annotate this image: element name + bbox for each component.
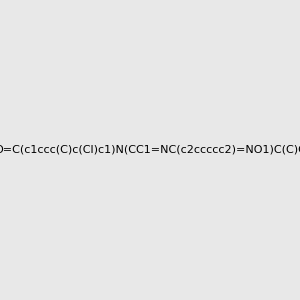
Text: O=C(c1ccc(C)c(Cl)c1)N(CC1=NC(c2ccccc2)=NO1)C(C)C: O=C(c1ccc(C)c(Cl)c1)N(CC1=NC(c2ccccc2)=N…	[0, 145, 300, 155]
